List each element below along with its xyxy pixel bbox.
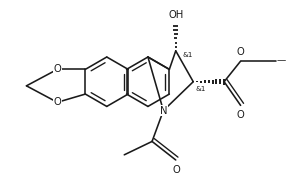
Text: O: O <box>237 47 244 57</box>
Text: &1: &1 <box>195 86 206 92</box>
Text: O: O <box>173 165 181 175</box>
Text: OH: OH <box>168 10 183 20</box>
Text: O: O <box>53 64 61 74</box>
Text: O: O <box>237 109 244 119</box>
Text: O: O <box>53 97 61 107</box>
Text: —: — <box>277 57 286 66</box>
Text: &1: &1 <box>182 52 193 58</box>
Text: N: N <box>160 106 167 115</box>
